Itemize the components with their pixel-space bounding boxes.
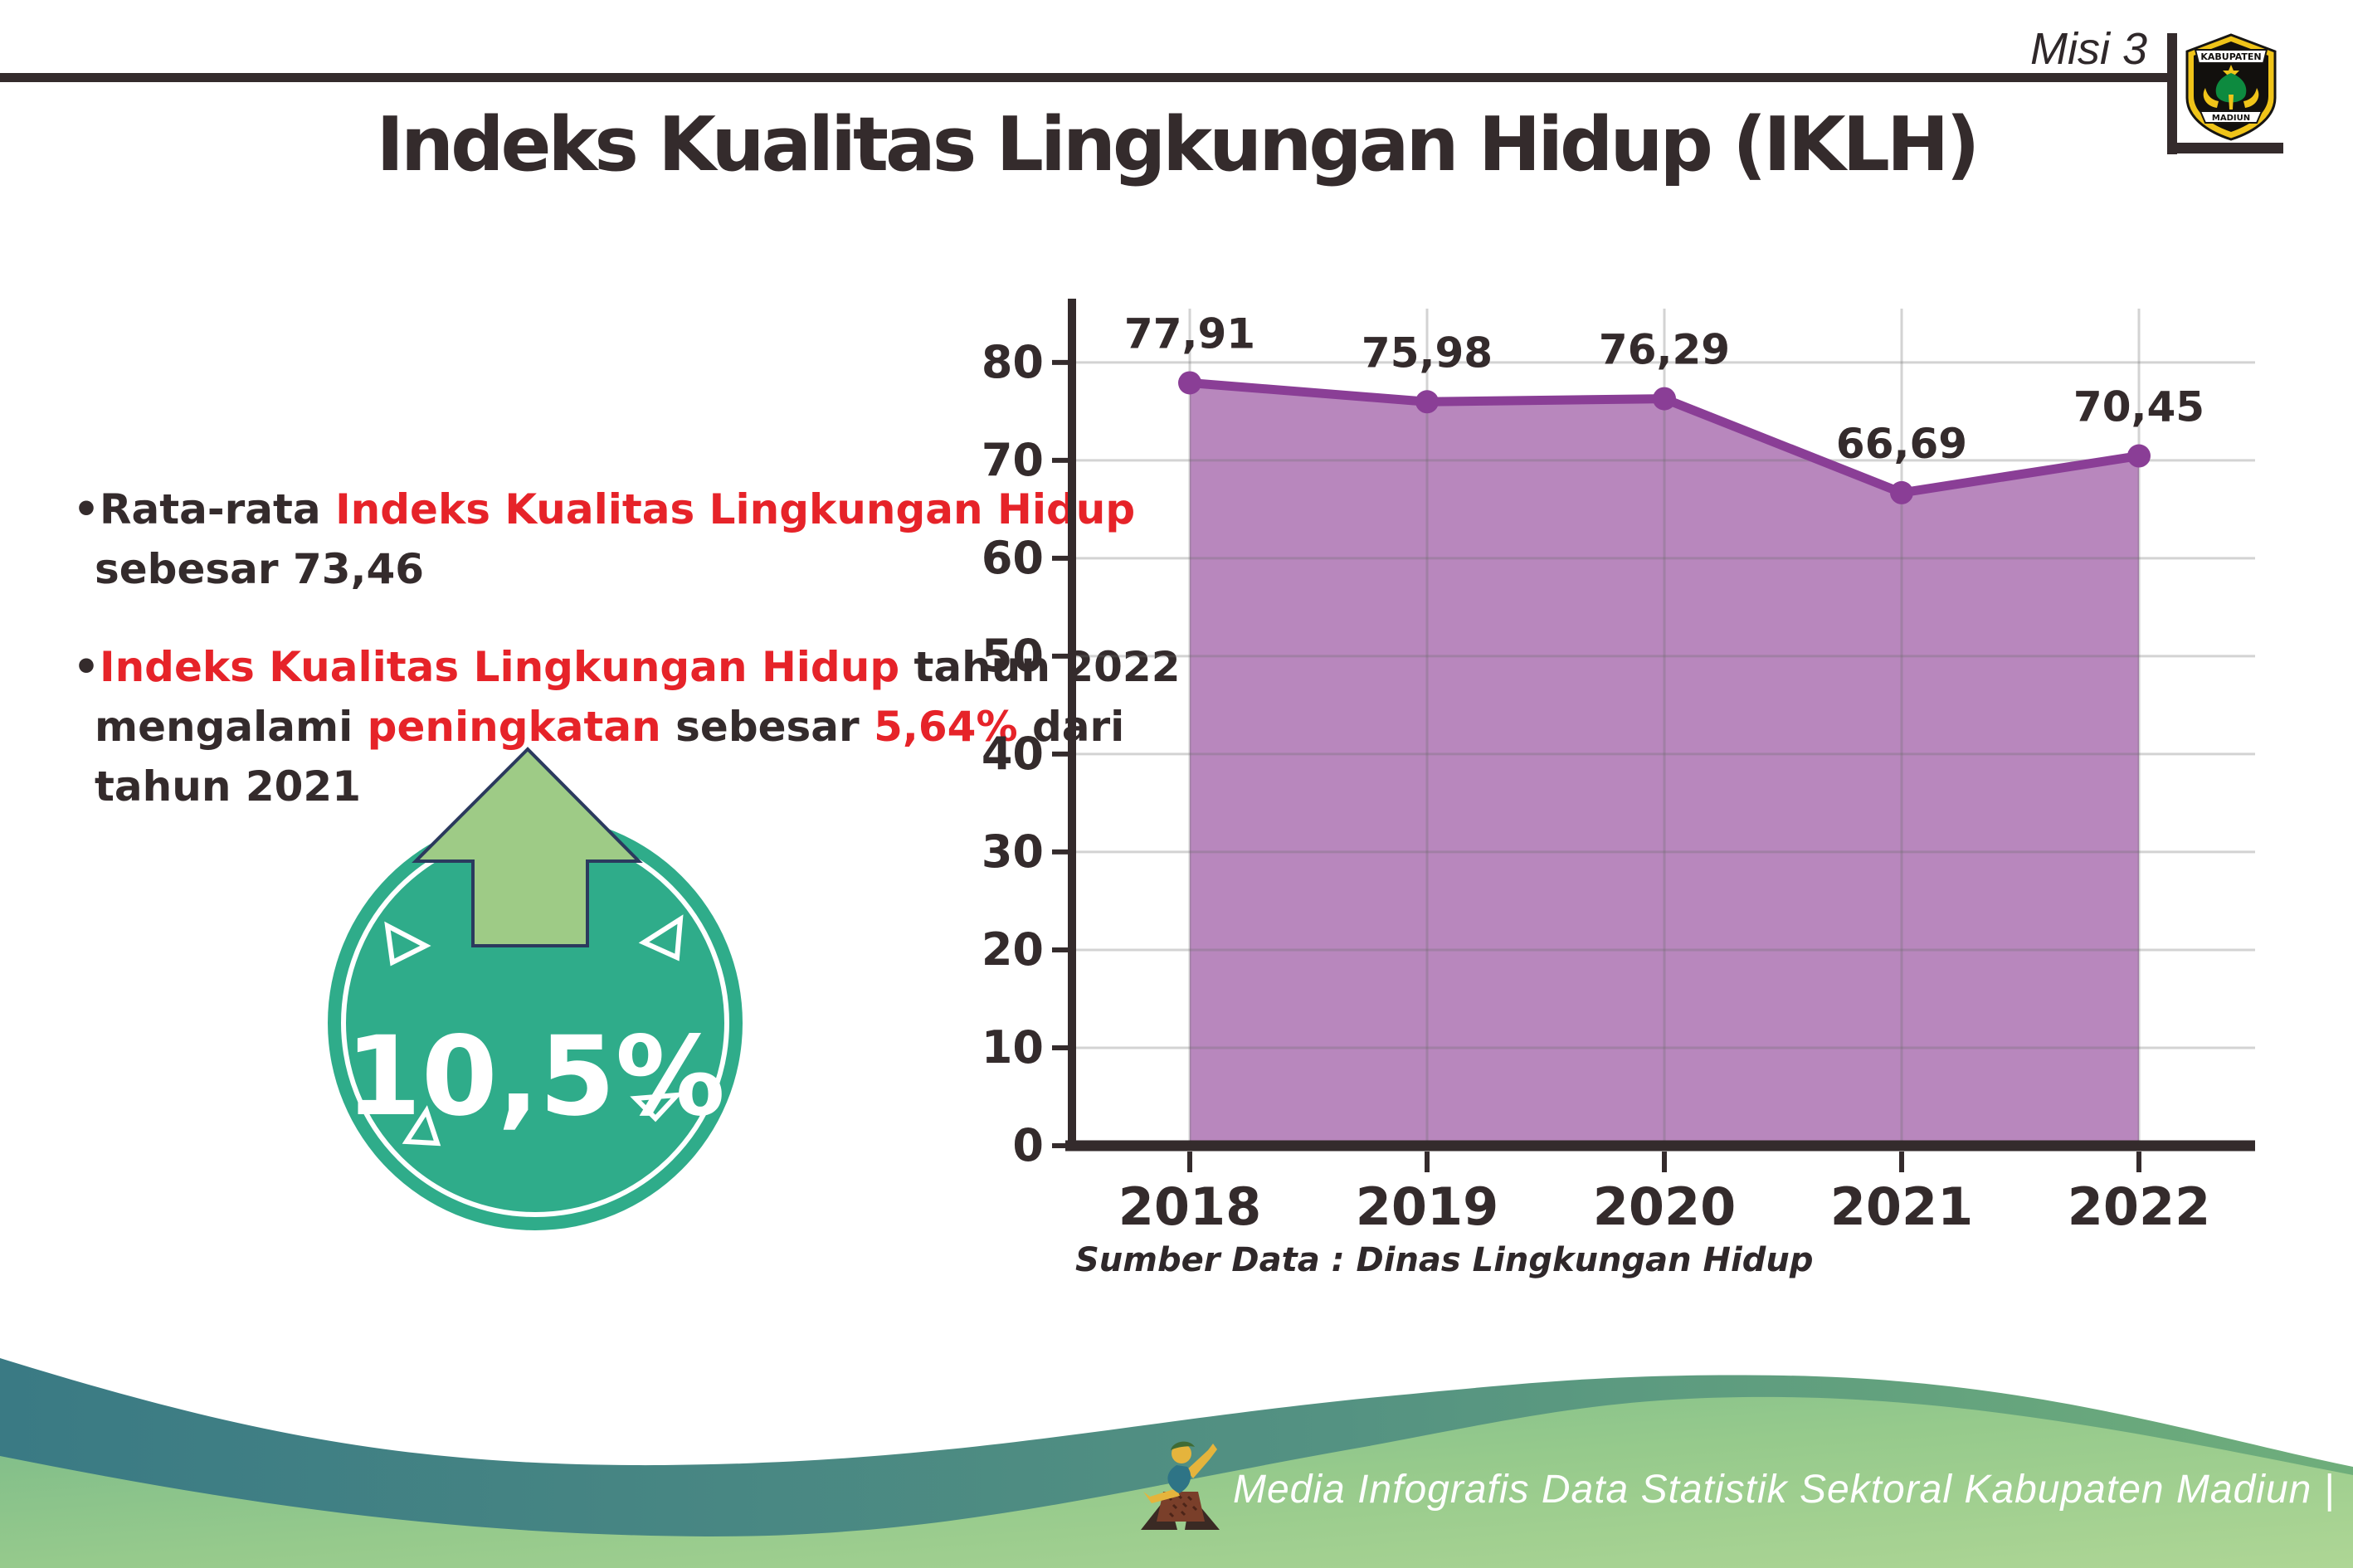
- y-tick-label: 50: [982, 630, 1044, 682]
- bullet-line: sebesar 73,46: [95, 545, 425, 593]
- iklh-area-chart: 77,91 75,98 76,29 66,69 70,45 0 10 20 30 40 50 60 70…: [962, 158, 2257, 1278]
- bullet-line: •Rata-rata Indeks Kualitas Lingkungan Hi…: [73, 485, 1136, 533]
- y-tick-label: 60: [982, 532, 1044, 584]
- y-tick-label: 0: [1012, 1119, 1044, 1171]
- y-tick-label: 80: [982, 336, 1044, 388]
- bullet-increase-2022: •Indeks Kualitas Lingkungan Hidup tahun …: [73, 637, 1181, 816]
- y-tick-label: 20: [982, 923, 1044, 976]
- point-label: 77,91: [1124, 309, 1255, 358]
- x-tick-label: 2022: [2068, 1176, 2211, 1237]
- y-tick-label: 30: [982, 825, 1044, 878]
- kabupaten-madiun-logo: KABUPATEN MADIUN: [2180, 30, 2282, 143]
- y-tick-label: 40: [982, 728, 1044, 780]
- point-label: 76,29: [1599, 326, 1730, 374]
- increase-badge: 10,5%: [307, 737, 772, 1254]
- footer-wave: [0, 1327, 2353, 1568]
- top-rule: [0, 73, 2167, 82]
- point-label: 75,98: [1362, 329, 1493, 377]
- footer-caption: Media Infografis Data Statistik Sektoral…: [1233, 1468, 2336, 1512]
- page-title: Indeks Kualitas Lingkungan Hidup (IKLH): [376, 101, 1980, 188]
- data-point: [1415, 390, 1439, 414]
- area-fill: [1190, 382, 2139, 1146]
- badge-value: 10,5%: [345, 1013, 725, 1141]
- point-label: 70,45: [2073, 383, 2204, 431]
- svg-text:MADIUN: MADIUN: [2212, 114, 2250, 123]
- bullet-average-iklh: •Rata-rata Indeks Kualitas Lingkungan Hi…: [73, 480, 1136, 599]
- bullet-line: tahun 2021: [95, 762, 361, 811]
- point-label: 66,69: [1836, 420, 1967, 468]
- y-tick-label: 10: [982, 1021, 1044, 1074]
- y-tick-label: 70: [982, 434, 1044, 486]
- badge-tick-upper-left: [384, 921, 431, 967]
- badge-tick-lower-left: [402, 1105, 441, 1147]
- source-note: Sumber Data : Dinas Lingkungan Hidup: [1075, 1241, 1814, 1279]
- bullet-line: •Indeks Kualitas Lingkungan Hidup tahun …: [73, 643, 1181, 691]
- misi-label: Misi 3: [2029, 24, 2147, 74]
- data-point: [2127, 444, 2151, 468]
- up-arrow-icon: [412, 747, 643, 947]
- badge-tick-lower-right: [630, 1092, 684, 1122]
- x-tick-label: 2019: [1356, 1176, 1499, 1237]
- dancer-mascot-icon: [1141, 1441, 1220, 1530]
- logo-frame-left: [2167, 33, 2177, 154]
- data-point: [1178, 371, 1201, 395]
- x-tick-label: 2021: [1830, 1176, 1974, 1237]
- bullet-line: mengalami peningkatan sebesar 5,64% dari: [95, 703, 1125, 751]
- kabupaten-madiun-crest-icon: KABUPATEN MADIUN: [2185, 33, 2277, 141]
- x-tick-label: 2020: [1593, 1176, 1737, 1237]
- badge-tick-upper-right: [638, 914, 684, 962]
- logo-frame-bottom: [2167, 143, 2283, 153]
- data-point: [1890, 480, 1913, 504]
- data-point: [1653, 387, 1676, 411]
- x-tick-label: 2018: [1118, 1176, 1262, 1237]
- svg-text:KABUPATEN: KABUPATEN: [2200, 51, 2261, 62]
